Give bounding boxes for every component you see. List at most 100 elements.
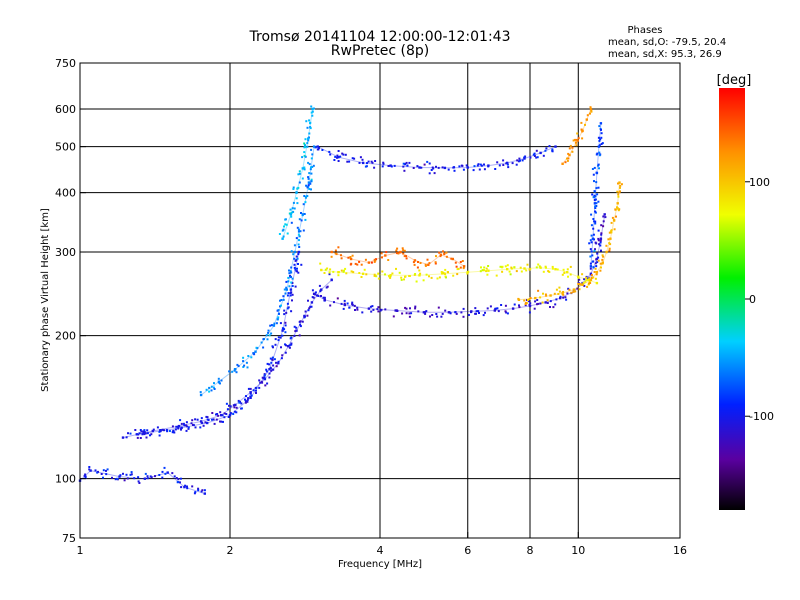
- data-point: [250, 394, 253, 397]
- data-point: [597, 200, 600, 203]
- data-point: [291, 293, 294, 296]
- trace-point: [597, 145, 601, 148]
- data-point: [545, 294, 548, 297]
- data-point: [210, 385, 213, 388]
- data-point: [199, 426, 202, 429]
- data-point: [537, 302, 540, 305]
- data-point: [186, 425, 189, 428]
- data-point: [180, 428, 182, 431]
- data-point: [467, 314, 470, 316]
- data-point: [139, 429, 142, 431]
- trace-point: [320, 268, 323, 272]
- data-point: [507, 166, 510, 169]
- data-point: [599, 269, 602, 272]
- data-point: [271, 345, 274, 348]
- data-point: [144, 472, 147, 475]
- data-point: [554, 303, 557, 306]
- data-point: [260, 341, 263, 344]
- data-point: [278, 233, 281, 235]
- data-point: [569, 265, 572, 268]
- data-point: [608, 242, 611, 245]
- trace-point: [343, 303, 346, 307]
- data-point: [347, 256, 350, 259]
- data-point: [555, 298, 558, 301]
- data-point: [539, 296, 542, 299]
- data-point: [410, 312, 413, 315]
- data-point: [146, 475, 149, 478]
- data-point: [405, 257, 408, 260]
- data-point: [591, 254, 594, 257]
- data-point: [339, 155, 342, 158]
- data-point: [130, 471, 133, 474]
- data-point: [501, 265, 504, 268]
- trace-point: [422, 311, 426, 314]
- data-point: [568, 147, 571, 150]
- data-point: [356, 308, 359, 311]
- data-point: [143, 429, 146, 432]
- data-point: [581, 273, 584, 276]
- data-point: [551, 267, 554, 270]
- data-point: [426, 258, 429, 261]
- data-point: [583, 278, 586, 281]
- data-point: [598, 125, 601, 128]
- data-point: [424, 312, 427, 315]
- data-point: [524, 301, 527, 304]
- data-point: [210, 389, 213, 392]
- data-point: [393, 164, 396, 167]
- data-point: [236, 363, 239, 366]
- data-point: [558, 286, 561, 289]
- data-point: [441, 272, 443, 275]
- data-point: [340, 302, 343, 305]
- data-point: [293, 263, 296, 266]
- data-point: [452, 274, 455, 277]
- trace-point: [118, 475, 121, 478]
- data-point: [619, 186, 621, 189]
- data-point: [330, 255, 333, 258]
- trace-line: [518, 182, 620, 301]
- data-point: [435, 165, 437, 168]
- data-point: [193, 492, 196, 495]
- data-point: [351, 157, 354, 160]
- data-point: [177, 425, 180, 428]
- data-point: [594, 262, 597, 265]
- data-point: [309, 121, 312, 124]
- data-point: [303, 195, 306, 197]
- x-tick-label: 2: [227, 544, 234, 557]
- data-point: [372, 308, 375, 311]
- data-point: [229, 412, 232, 414]
- trace-point: [554, 268, 557, 271]
- data-point: [300, 219, 303, 222]
- data-point: [456, 273, 459, 276]
- data-point: [262, 346, 265, 349]
- data-point: [562, 296, 565, 299]
- trace-point: [487, 269, 490, 272]
- data-point: [590, 224, 593, 227]
- data-point: [453, 166, 455, 169]
- data-point: [263, 374, 266, 377]
- trace-point: [544, 301, 547, 304]
- data-point: [219, 420, 221, 423]
- data-point: [235, 406, 238, 409]
- data-point: [376, 308, 379, 311]
- data-point: [306, 126, 309, 129]
- data-point: [391, 272, 394, 275]
- data-point: [296, 187, 299, 190]
- data-point: [551, 148, 554, 151]
- data-point: [417, 310, 420, 313]
- data-point: [600, 232, 603, 235]
- trace-point: [301, 213, 304, 216]
- data-point: [244, 398, 246, 401]
- data-point: [242, 366, 245, 368]
- data-point: [269, 357, 272, 360]
- data-point: [575, 138, 578, 141]
- data-point: [566, 159, 569, 162]
- trace-point: [361, 161, 365, 165]
- data-point: [305, 184, 308, 187]
- data-point: [308, 119, 311, 122]
- data-point: [142, 432, 145, 434]
- data-point: [279, 322, 282, 325]
- data-point: [595, 205, 598, 207]
- data-point: [589, 282, 592, 284]
- data-point: [529, 297, 532, 299]
- data-point: [247, 355, 250, 357]
